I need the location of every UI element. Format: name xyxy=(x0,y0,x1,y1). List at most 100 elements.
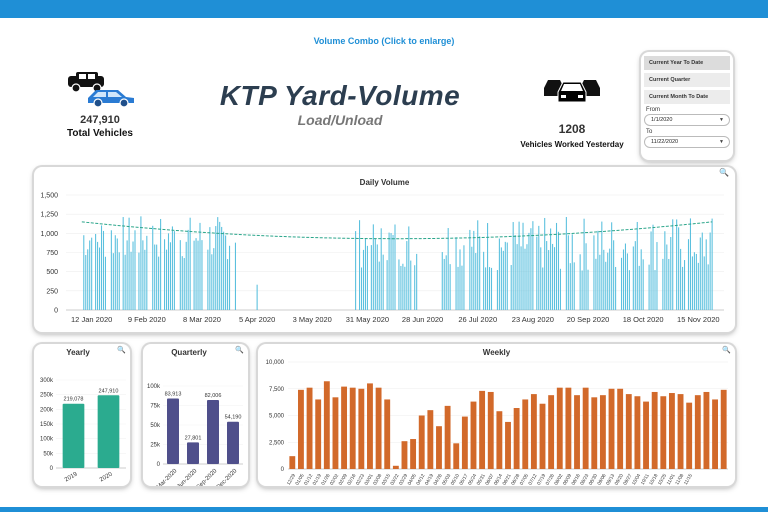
yearly-data-label: 247,910 xyxy=(99,388,119,394)
weekly-xtick-label: 07/05 xyxy=(519,473,530,486)
weekly-xtick-label: 10/11 xyxy=(640,473,651,486)
daily-bar xyxy=(402,263,404,310)
daily-bar xyxy=(374,238,376,310)
weekly-xtick-label: 04/26 xyxy=(433,473,444,486)
weekly-bar xyxy=(556,387,563,469)
weekly-xtick-label: 08/09 xyxy=(562,473,573,486)
zoom-icon[interactable]: 🔍 xyxy=(722,347,731,354)
daily-bar xyxy=(359,220,361,310)
daily-bar xyxy=(707,264,709,310)
weekly-bar xyxy=(591,397,598,469)
daily-bar xyxy=(662,258,664,310)
daily-bar xyxy=(97,241,99,310)
daily-bar xyxy=(475,253,477,310)
from-date-select[interactable]: 1/1/2020 ▼ xyxy=(644,114,730,126)
weekly-bar xyxy=(461,416,468,469)
weekly-bar xyxy=(513,408,520,469)
yearly-ytick-label: 0 xyxy=(50,466,54,472)
daily-bar xyxy=(154,244,156,310)
daily-bar xyxy=(697,262,699,310)
yearly-chart: 0 50k 100k 150k 200k 250k 300k 219,078 247,910 20… xyxy=(40,378,126,483)
daily-bar xyxy=(670,237,672,310)
daily-bar xyxy=(516,244,518,310)
weekly-bar xyxy=(289,456,296,469)
daily-volume-panel[interactable]: Daily Volume 🔍 0 250 500 750 1,000 1,250 1,500… xyxy=(34,167,735,332)
zoom-icon[interactable]: 🔍 xyxy=(235,347,244,354)
weekly-bar xyxy=(479,390,486,469)
daily-bar xyxy=(152,225,154,310)
daily-bar xyxy=(522,222,524,310)
daily-bar xyxy=(156,244,158,310)
current-month-to-date-button[interactable]: Current Month To Date xyxy=(644,90,730,104)
quarterly-data-label: 27,801 xyxy=(185,435,202,441)
weekly-bar xyxy=(651,391,658,469)
weekly-bar xyxy=(418,415,425,469)
weekly-bar xyxy=(332,397,339,469)
daily-bar xyxy=(171,226,173,310)
daily-bar xyxy=(624,243,626,310)
weekly-bar xyxy=(668,393,675,469)
total-vehicles-value: 247,910 xyxy=(80,114,120,126)
daily-bar xyxy=(362,249,365,310)
daily-bar xyxy=(583,218,585,310)
daily-bar xyxy=(548,250,550,310)
weekly-bar xyxy=(582,387,589,469)
current-year-to-date-button[interactable]: Current Year To Date xyxy=(644,56,730,70)
yearly-data-label: 219,078 xyxy=(64,397,84,403)
daily-bar xyxy=(709,232,711,310)
daily-bar xyxy=(199,222,201,310)
daily-bar xyxy=(185,241,187,310)
daily-ytick-label: 500 xyxy=(46,269,58,276)
weekly-bar xyxy=(298,389,304,469)
daily-bar xyxy=(489,267,491,310)
daily-bar xyxy=(607,252,609,310)
daily-bar xyxy=(138,252,140,310)
volume-combo-link[interactable]: Volume Combo (Click to enlarge) xyxy=(313,36,455,46)
daily-bar xyxy=(197,240,199,310)
daily-bar xyxy=(634,241,636,310)
daily-xtick-label: 3 May 2020 xyxy=(293,315,332,324)
weekly-xtick-label: 04/19 xyxy=(424,473,435,486)
quarterly-bar xyxy=(167,398,179,464)
zoom-icon[interactable]: 🔍 xyxy=(719,168,729,177)
weekly-xtick-label: 05/31 xyxy=(476,473,487,486)
daily-bar xyxy=(506,242,508,310)
weekly-ytick-label: 7,500 xyxy=(269,387,285,393)
daily-bar xyxy=(388,232,390,310)
daily-xtick-label: 12 Jan 2020 xyxy=(71,315,112,324)
daily-bar xyxy=(687,239,690,310)
daily-bar xyxy=(640,249,642,310)
daily-bar xyxy=(504,241,506,310)
daily-bar xyxy=(207,249,209,310)
quarterly-panel[interactable]: Quarterly 🔍 0 25k 50k 75k 100k 83,913 27,801 82… xyxy=(143,344,248,486)
daily-xtick-label: 8 Mar 2020 xyxy=(183,315,221,324)
quarterly-data-label: 83,913 xyxy=(165,392,182,398)
weekly-xtick-label: 05/03 xyxy=(441,473,452,486)
current-quarter-button[interactable]: Current Quarter xyxy=(644,73,730,87)
date-filter-panel: Current Year To Date Current Quarter Cur… xyxy=(641,52,733,160)
weekly-bar xyxy=(539,403,546,469)
daily-bar xyxy=(546,241,548,310)
weekly-chart: 02,5005,0007,50010,00012/2901/0501/1201/… xyxy=(266,360,728,486)
yearly-panel[interactable]: Yearly 🔍 0 50k 100k 150k 200k 250k 300k 219,078… xyxy=(34,344,130,486)
daily-bar xyxy=(554,247,556,310)
yearly-bar xyxy=(97,395,120,468)
page-title: KTP Yard-Volume xyxy=(219,80,461,111)
weekly-xtick-label: 10/04 xyxy=(631,473,642,486)
daily-bar xyxy=(112,253,114,310)
daily-bar xyxy=(91,237,93,310)
weekly-panel[interactable]: Weekly 🔍 0 2,500 5,000 7,500 10,000 12/29 01/0… xyxy=(258,344,735,486)
daily-bar xyxy=(532,221,534,310)
weekly-bar xyxy=(660,396,667,469)
weekly-xtick-label: 09/13 xyxy=(605,473,616,486)
daily-bar xyxy=(711,218,713,310)
chevron-down-icon: ▼ xyxy=(719,117,724,123)
daily-bar xyxy=(408,226,410,310)
to-date-select[interactable]: 11/22/2020 ▼ xyxy=(644,136,730,148)
zoom-icon[interactable]: 🔍 xyxy=(117,347,126,354)
daily-xtick-label: 20 Sep 2020 xyxy=(567,315,610,324)
daily-trend-line xyxy=(81,221,713,240)
daily-bar xyxy=(652,224,654,310)
quarterly-xtick-label: Dec-2020 xyxy=(216,468,239,486)
daily-bar xyxy=(142,240,144,310)
